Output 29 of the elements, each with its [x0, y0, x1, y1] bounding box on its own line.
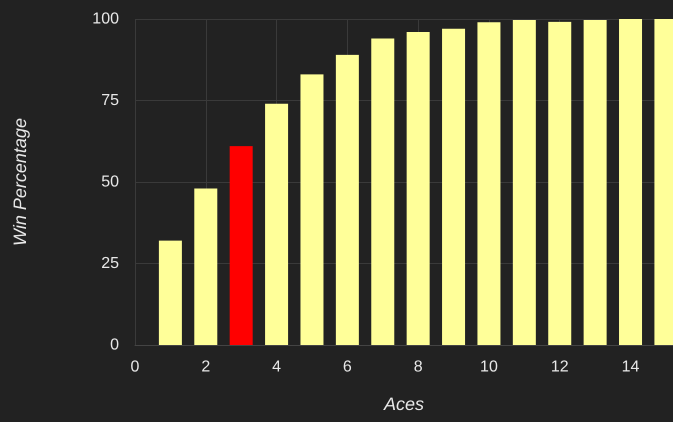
x-tick-label: 6 [342, 358, 352, 376]
y-tick-label: 25 [101, 255, 120, 272]
x-tick-label: 4 [272, 358, 282, 376]
x-tick-label: 14 [622, 358, 640, 376]
bar [584, 20, 607, 345]
x-tick-label: 12 [550, 358, 569, 376]
bar [300, 74, 324, 345]
bar [548, 22, 572, 345]
bar [619, 19, 642, 345]
bar [477, 22, 500, 345]
x-tick-label: 10 [480, 358, 498, 376]
x-axis-title: Aces [382, 394, 424, 414]
bar [442, 28, 466, 345]
x-tick-label: 8 [414, 358, 423, 376]
bar [512, 20, 536, 345]
bar [371, 38, 394, 345]
y-tick-label: 75 [101, 92, 120, 109]
bar [406, 32, 430, 345]
y-axis-title: Win Percentage [10, 118, 30, 246]
bar [230, 146, 253, 345]
y-tick-label: 50 [101, 174, 120, 190]
x-tick-label: 0 [130, 358, 140, 376]
x-tick-label: 2 [201, 358, 210, 376]
y-tick-label: 0 [110, 336, 120, 354]
bar [158, 240, 182, 345]
bar [194, 188, 218, 345]
y-tick-label: 100 [92, 10, 120, 28]
bar [336, 54, 359, 345]
bar [265, 104, 288, 345]
